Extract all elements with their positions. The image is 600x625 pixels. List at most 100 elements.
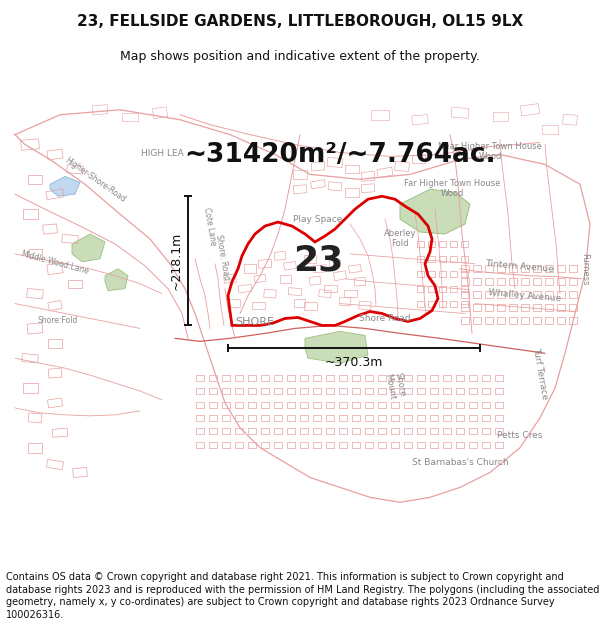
Bar: [209, 375, 217, 381]
Bar: [509, 278, 517, 285]
Bar: [261, 375, 269, 381]
Bar: [430, 388, 438, 394]
Bar: [361, 171, 375, 181]
Bar: [26, 289, 43, 299]
Text: Play Space: Play Space: [293, 215, 343, 224]
Text: ~31420m²/~7.764ac.: ~31420m²/~7.764ac.: [184, 141, 496, 168]
Bar: [229, 299, 241, 308]
Bar: [449, 301, 457, 306]
Bar: [326, 375, 334, 381]
Bar: [222, 415, 230, 421]
Bar: [304, 255, 316, 263]
Bar: [509, 317, 517, 324]
Bar: [404, 375, 412, 381]
Bar: [235, 375, 243, 381]
Bar: [196, 428, 204, 434]
Bar: [365, 388, 373, 394]
Bar: [365, 415, 373, 421]
Text: SHORE: SHORE: [235, 318, 275, 328]
Text: Higher-Shore-Road: Higher-Shore-Road: [63, 156, 127, 204]
Bar: [354, 278, 366, 286]
Bar: [196, 402, 204, 408]
Bar: [313, 442, 321, 448]
Bar: [461, 301, 467, 306]
Bar: [391, 388, 399, 394]
Text: ~370.3m: ~370.3m: [325, 356, 383, 369]
Bar: [473, 317, 481, 324]
Bar: [313, 375, 321, 381]
Bar: [456, 402, 464, 408]
Bar: [417, 442, 425, 448]
Bar: [313, 428, 321, 434]
Bar: [235, 442, 243, 448]
Bar: [404, 415, 412, 421]
Bar: [557, 304, 565, 311]
Bar: [569, 317, 577, 324]
Text: Middle:Wood:Lane: Middle:Wood:Lane: [20, 249, 90, 276]
Bar: [391, 415, 399, 421]
Bar: [300, 442, 308, 448]
Bar: [404, 402, 412, 408]
Bar: [339, 442, 347, 448]
Bar: [365, 402, 373, 408]
Bar: [293, 170, 307, 179]
Bar: [352, 388, 360, 394]
Bar: [443, 402, 451, 408]
Bar: [461, 265, 469, 272]
Bar: [443, 442, 451, 448]
Bar: [473, 291, 481, 298]
Bar: [404, 388, 412, 394]
Bar: [349, 264, 361, 273]
Bar: [244, 264, 256, 273]
Text: 23: 23: [293, 244, 343, 278]
Bar: [274, 428, 282, 434]
Bar: [443, 428, 451, 434]
Bar: [427, 271, 434, 277]
Bar: [417, 388, 425, 394]
Bar: [482, 388, 490, 394]
Text: Furness: Furness: [581, 253, 589, 286]
Bar: [196, 388, 204, 394]
Bar: [359, 301, 371, 310]
Bar: [412, 114, 428, 125]
Bar: [326, 442, 334, 448]
Bar: [47, 398, 62, 408]
Bar: [284, 261, 296, 270]
Bar: [46, 189, 64, 199]
Text: Cote Lane: Cote Lane: [202, 206, 218, 246]
Bar: [443, 375, 451, 381]
Bar: [339, 402, 347, 408]
Bar: [542, 125, 558, 134]
Bar: [461, 304, 469, 311]
Bar: [352, 428, 360, 434]
Bar: [545, 291, 553, 298]
Bar: [557, 265, 565, 272]
Bar: [569, 304, 577, 311]
Bar: [461, 278, 469, 285]
Bar: [378, 415, 386, 421]
Bar: [328, 182, 342, 191]
Bar: [509, 291, 517, 298]
Bar: [300, 428, 308, 434]
Text: ~218.1m: ~218.1m: [170, 232, 182, 290]
Bar: [439, 241, 445, 247]
Bar: [449, 241, 457, 247]
Bar: [287, 442, 295, 448]
Bar: [287, 415, 295, 421]
Bar: [310, 179, 326, 189]
Bar: [300, 402, 308, 408]
Bar: [209, 428, 217, 434]
Bar: [287, 375, 295, 381]
Bar: [261, 388, 269, 394]
Bar: [122, 112, 138, 121]
Bar: [248, 402, 256, 408]
Bar: [417, 415, 425, 421]
Bar: [365, 375, 373, 381]
Bar: [235, 402, 243, 408]
Bar: [497, 265, 505, 272]
Bar: [545, 317, 553, 324]
Text: Tintern Avenue: Tintern Avenue: [485, 259, 554, 274]
Bar: [497, 317, 505, 324]
Bar: [427, 301, 434, 306]
Bar: [449, 286, 457, 292]
